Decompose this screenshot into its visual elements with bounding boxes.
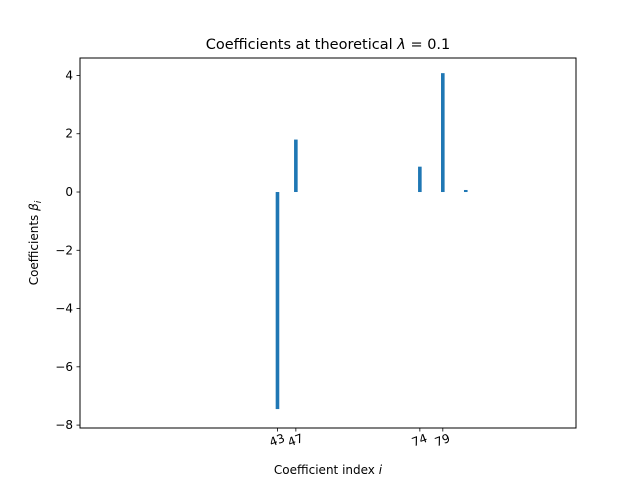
x-tick-label: 74 (410, 431, 429, 449)
bar-84 (463, 189, 468, 193)
plot-frame (79, 57, 577, 429)
bar-79 (441, 73, 445, 193)
bar-74 (418, 166, 422, 193)
x-axis-label-prefix: Coefficient index (274, 463, 379, 477)
x-axis-label-symbol: i (379, 463, 383, 477)
x-ticks: 43 47 74 79 (268, 428, 452, 449)
x-tick-label: 47 (286, 431, 305, 449)
y-tick-label: −6 (55, 360, 73, 374)
bars (275, 73, 468, 410)
y-tick-label: −4 (55, 302, 73, 316)
x-axis-label: Coefficient index i (274, 463, 383, 477)
bar-47 (294, 139, 298, 193)
x-tick-label: 43 (268, 431, 287, 449)
x-tick-label: 79 (433, 431, 452, 449)
y-tick-label: 4 (65, 68, 73, 82)
y-ticks: −8 −6 −4 −2 0 2 4 (55, 68, 80, 432)
y-tick-label: −2 (55, 243, 73, 257)
y-tick-label: 2 (65, 127, 73, 141)
y-axis-label-subscript: i (34, 200, 44, 203)
y-axis-label-prefix: Coefficients (27, 211, 41, 285)
chart-title-prefix: Coefficients at theoretical (206, 37, 398, 53)
chart-title-suffix: = 0.1 (406, 37, 450, 53)
chart-title: Coefficients at theoretical λ = 0.1 (206, 37, 451, 53)
y-axis-label: Coefficients βi (27, 200, 44, 285)
bar-43 (275, 192, 280, 410)
y-axis-label-symbol: β (27, 203, 41, 212)
chart-title-symbol: λ (396, 37, 406, 53)
y-tick-label: −8 (55, 418, 73, 432)
y-tick-label: 0 (65, 185, 73, 199)
